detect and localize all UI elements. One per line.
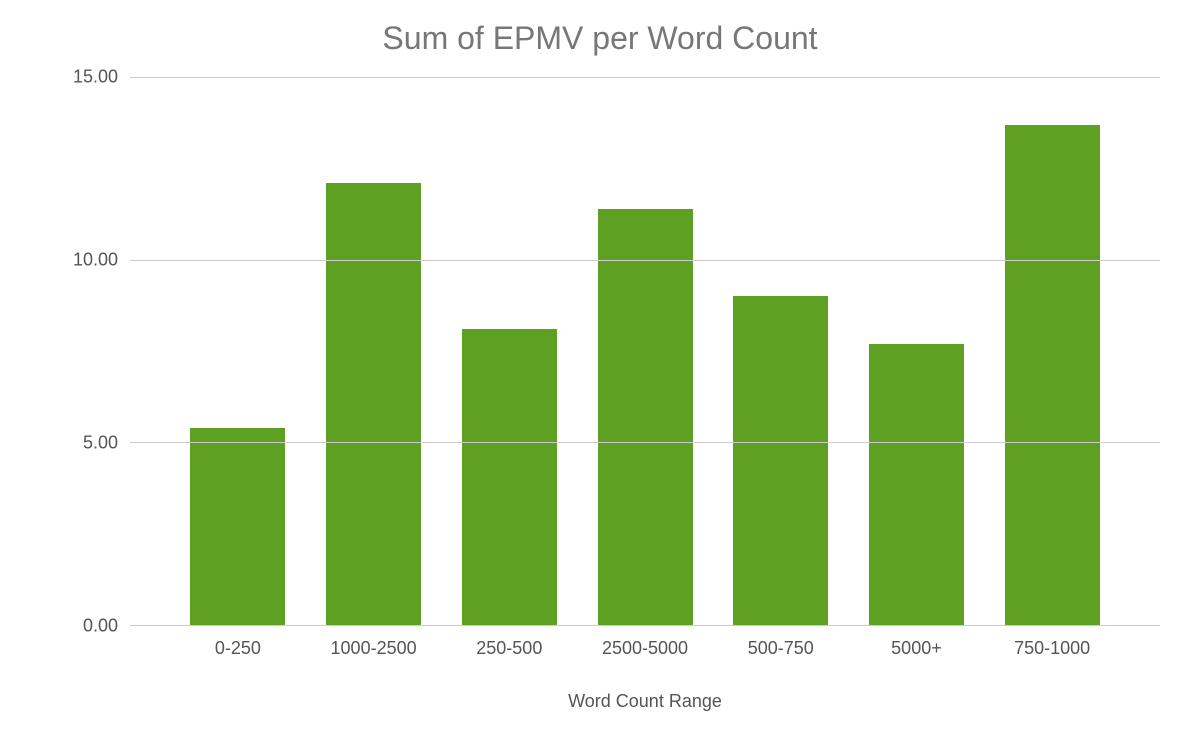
x-tick-label: 500-750 [713, 638, 849, 659]
bar [869, 344, 964, 625]
bar [190, 428, 285, 625]
x-tick-label: 5000+ [849, 638, 985, 659]
y-tick-label: 15.00 [73, 67, 118, 88]
bar-slot [170, 77, 306, 625]
x-axis-title: Word Count Range [40, 659, 1160, 712]
x-tick-label: 1000-2500 [306, 638, 442, 659]
bar [1005, 125, 1100, 626]
grid-area [130, 77, 1160, 626]
bar-slot [713, 77, 849, 625]
bar [462, 329, 557, 625]
bar-slot [849, 77, 985, 625]
chart-title: Sum of EPMV per Word Count [40, 20, 1160, 57]
chart-container: Sum of EPMV per Word Count 0.00 5.00 10.00… [0, 0, 1200, 742]
bar-slot [577, 77, 713, 625]
y-tick-label: 5.00 [83, 433, 118, 454]
gridline [130, 77, 1160, 78]
x-tick-label: 250-500 [441, 638, 577, 659]
bar-slot [441, 77, 577, 625]
y-tick-label: 0.00 [83, 616, 118, 637]
y-tick-label: 10.00 [73, 250, 118, 271]
gridline [130, 442, 1160, 443]
bar [598, 209, 693, 625]
bar [326, 183, 421, 625]
gridline [130, 625, 1160, 626]
bar-slot [306, 77, 442, 625]
x-tick-label: 750-1000 [984, 638, 1120, 659]
plot-row: 0.005.0010.0015.00 [40, 77, 1160, 626]
x-axis: 0-2501000-2500250-5002500-5000500-750500… [40, 626, 1160, 659]
y-axis: 0.005.0010.0015.00 [40, 77, 130, 626]
x-tick-label: 2500-5000 [577, 638, 713, 659]
gridline [130, 260, 1160, 261]
bar-slot [984, 77, 1120, 625]
x-tick-label: 0-250 [170, 638, 306, 659]
x-labels: 0-2501000-2500250-5002500-5000500-750500… [130, 626, 1160, 659]
plot-area: 0.005.0010.0015.00 0-2501000-2500250-500… [40, 77, 1160, 712]
bars-row [130, 77, 1160, 625]
bar [733, 296, 828, 625]
